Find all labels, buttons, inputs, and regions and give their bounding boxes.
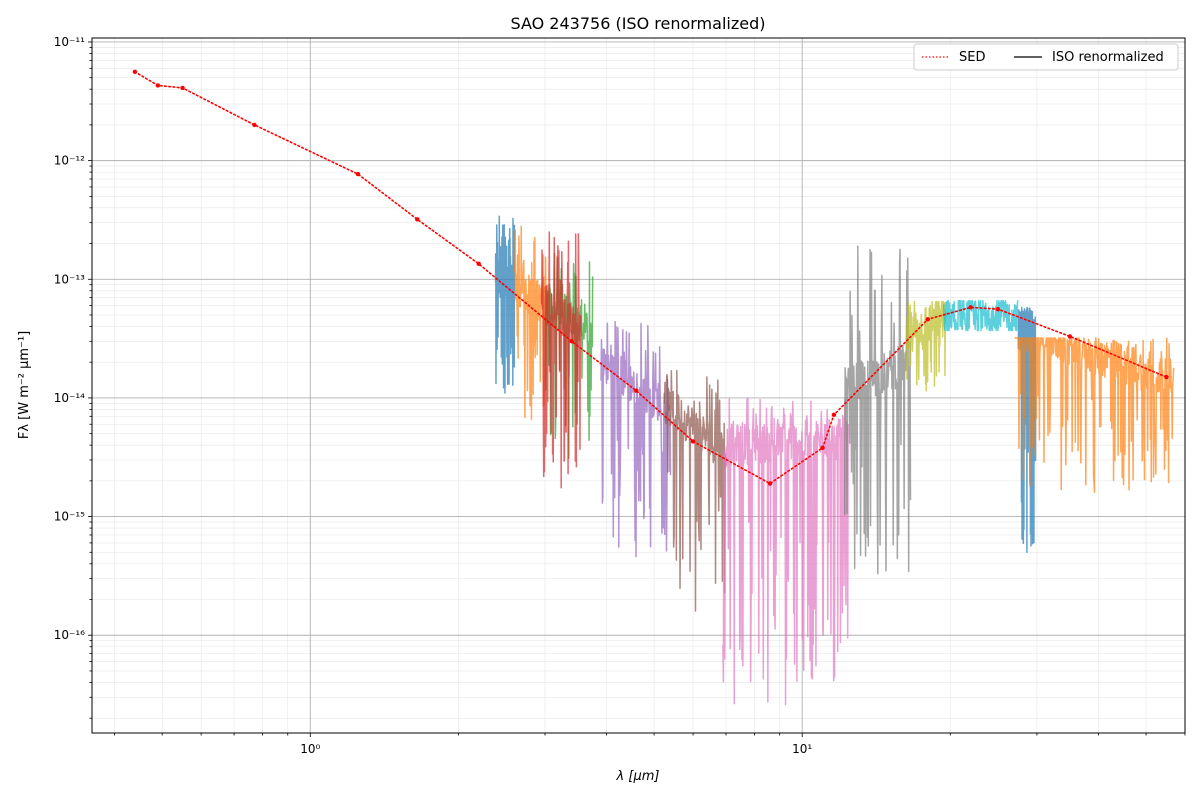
iso-spectrum-segment-8	[843, 245, 912, 575]
sed-point	[968, 305, 973, 310]
iso-spectrum-segment-4	[540, 231, 582, 489]
iso-spectrum-segment-6	[663, 369, 727, 612]
y-tick-label: 10⁻¹²	[54, 154, 85, 168]
sed-point	[690, 439, 696, 444]
y-tick-label: 10⁻¹¹	[54, 35, 85, 49]
sed-point	[569, 339, 574, 344]
x-tick-label: 10¹	[792, 742, 812, 756]
sed-line	[134, 71, 1168, 485]
legend-box	[913, 43, 1179, 71]
sed-point	[995, 306, 1001, 312]
iso-spectra	[494, 215, 1175, 706]
y-tick-label: 10⁻¹⁶	[54, 628, 85, 642]
sed-point	[155, 83, 161, 88]
sed-point	[820, 445, 825, 450]
sed-point	[925, 317, 930, 322]
y-tick-label: 10⁻¹⁵	[54, 510, 85, 524]
iso-spectrum-segment-1	[494, 215, 516, 394]
sed-point	[1164, 374, 1169, 380]
legend: SED ISO renormalized	[913, 43, 1179, 71]
iso-spectrum-segment-9	[905, 300, 947, 392]
sed-series	[132, 69, 1169, 486]
iso-spectrum-segment-11	[1017, 306, 1037, 554]
axis-ticks: 10⁰ 10¹ 10⁻¹⁶ 10⁻¹⁵ 10⁻¹⁴ 10⁻¹³ 10⁻¹² 10⁻¹¹	[54, 35, 1186, 756]
x-tick-label: 10⁰	[300, 742, 320, 756]
major-grid	[92, 38, 1185, 733]
plot-frame	[91, 37, 1186, 734]
legend-iso-label: ISO renormalized	[1052, 50, 1164, 65]
sed-point	[180, 85, 185, 91]
legend-sed-label: SED	[959, 50, 985, 65]
iso-spectrum-segment-12	[1014, 337, 1175, 494]
y-tick-label: 10⁻¹³	[54, 272, 85, 286]
sed-point	[355, 171, 361, 177]
sed-point	[634, 388, 639, 393]
y-axis-label: Fλ [W m⁻² μm⁻¹]	[17, 331, 32, 439]
y-tick-label: 10⁻¹⁴	[54, 391, 85, 405]
sed-point	[415, 217, 420, 222]
sed-point	[476, 261, 481, 267]
sed-point	[1067, 334, 1073, 339]
sed-point	[831, 412, 837, 418]
iso-spectrum-segment-7	[722, 397, 849, 706]
iso-spectrum-segment-10	[943, 299, 1019, 332]
chart-title: SAO 243756 (ISO renormalized)	[511, 14, 766, 33]
sed-point	[767, 481, 773, 486]
iso-spectrum-segment-5	[600, 320, 672, 558]
x-axis-label: λ [μm]	[616, 769, 660, 784]
minor-grid	[92, 38, 1186, 733]
sed-point	[132, 69, 138, 75]
sed-point	[252, 122, 257, 128]
